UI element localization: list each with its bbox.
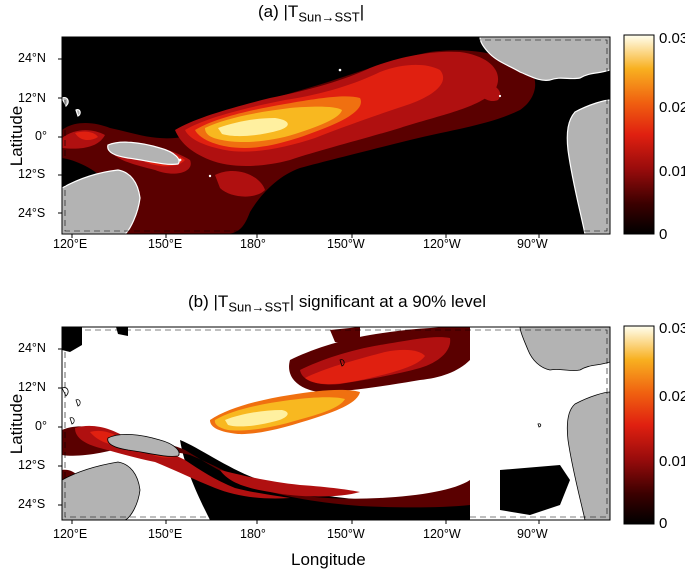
panel-a-islands bbox=[178, 68, 502, 178]
panel-a-frame bbox=[61, 36, 611, 235]
panel-a-lon-tick: 150°W bbox=[327, 237, 365, 251]
panel-b-contour-max bbox=[225, 410, 288, 427]
panel-b-colorbar-tick: 0.01 bbox=[659, 453, 685, 470]
x-axis-label: Longitude bbox=[291, 550, 366, 569]
panel-b-map bbox=[62, 327, 610, 520]
panel-a-tick-marks bbox=[58, 58, 540, 238]
panel-b-land bbox=[62, 327, 610, 520]
panel-a-colorbar-tick: 0.02 bbox=[659, 99, 685, 116]
panel-b-colorbar-tick: 0.03 bbox=[659, 320, 685, 337]
panel-a-colorbar-tick: 0 bbox=[659, 226, 668, 243]
panel-b-lat-tick: 12°S bbox=[18, 458, 46, 472]
panel-a-lat-tick: 24°S bbox=[18, 206, 46, 220]
panel-a-lon-tick: 90°W bbox=[517, 237, 548, 251]
panel-b-lon-tick: 90°W bbox=[517, 527, 548, 541]
panel-b-frame bbox=[61, 326, 611, 521]
panel-b-lat-tick: 24°N bbox=[18, 341, 46, 355]
panel-a-lon-tick: 180° bbox=[240, 237, 266, 251]
panel-b-lat-tick: 12°N bbox=[18, 380, 46, 394]
panel-b-lon-tick: 120°W bbox=[423, 527, 461, 541]
panel-b-inner-frame bbox=[64, 329, 608, 518]
panel-b-colorbar-tick: 0.02 bbox=[659, 388, 685, 405]
panel-b-lon-tick: 120°E bbox=[53, 527, 88, 541]
panel-a-lon-tick: 120°W bbox=[423, 237, 461, 251]
panel-a-colorbar-tick: 0.03 bbox=[659, 30, 685, 47]
panel-b-lat-tick: 24°S bbox=[18, 497, 46, 511]
panel-a-lon-tick: 150°E bbox=[148, 237, 183, 251]
panel-a-colorbar bbox=[623, 34, 655, 235]
panel-a-colorbar-tick: 0.01 bbox=[659, 163, 685, 180]
panel-a-title: (a) |TSun→SST| bbox=[258, 2, 365, 25]
panel-a-contour-max bbox=[218, 118, 288, 137]
panel-b-islands bbox=[62, 359, 542, 428]
panel-a-map bbox=[62, 37, 610, 234]
panel-b-colorbar bbox=[623, 325, 655, 525]
panel-b-contour-zero bbox=[62, 327, 570, 520]
panel-b-lat-tick: 0° bbox=[35, 419, 47, 433]
panel-b-title: (b) |TSun→SST| significant at a 90% leve… bbox=[188, 292, 486, 315]
panel-b-lon-tick: 150°E bbox=[148, 527, 183, 541]
panel-a-lat-tick: 24°N bbox=[18, 51, 46, 65]
panel-a-lat-tick: 12°N bbox=[18, 91, 46, 105]
panel-a-lon-tick: 120°E bbox=[53, 237, 88, 251]
panel-a-lat-tick: 0° bbox=[35, 129, 47, 143]
panel-a-lat-tick: 12°S bbox=[18, 167, 46, 181]
panel-a-land bbox=[62, 37, 610, 234]
panel-b-tick-marks bbox=[58, 348, 540, 524]
panel-b-lon-tick: 180° bbox=[240, 527, 266, 541]
panel-b-lon-tick: 150°W bbox=[327, 527, 365, 541]
panel-b-colorbar-tick: 0 bbox=[659, 515, 668, 532]
panel-a-inner-frame bbox=[64, 39, 608, 232]
